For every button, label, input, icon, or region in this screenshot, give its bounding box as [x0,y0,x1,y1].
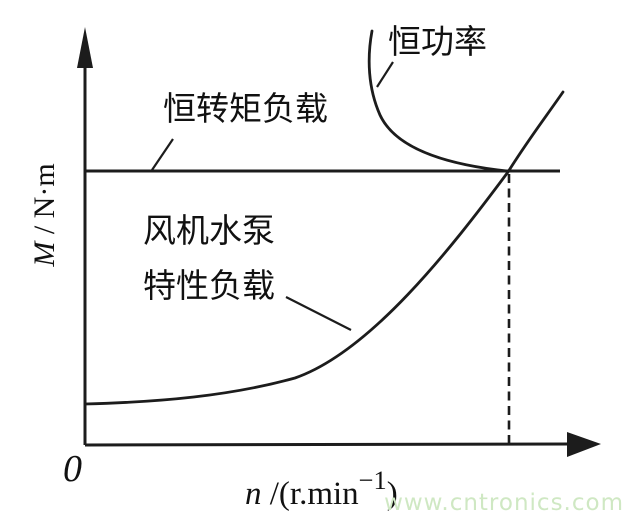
fan-pump-label-line1: 风机水泵 [143,214,275,250]
y-axis-variable: M [28,241,61,267]
constant-torque-leader-line [151,138,174,171]
y-axis-label: M / N·m [28,163,61,267]
x-axis-label: n /(r.min−1) [245,467,398,512]
constant-power-label: 恒功率 [388,25,487,61]
fan-pump-label-line2: 特性负载 [143,269,275,305]
constant-power-leader-line [376,61,394,88]
x-axis-unit-prefix: /(r.min [261,476,359,512]
x-axis-line [84,442,573,447]
y-axis-arrow-icon [77,27,93,68]
fan-pump-leader-line [285,296,352,331]
constant-power-curve [367,29,509,173]
watermark: www.cntronics.com [384,490,624,516]
origin-label: 0 [63,448,82,490]
x-axis-arrow-icon [567,432,601,457]
constant-torque-label: 恒转矩负载 [163,92,328,128]
x-axis-variable: n [245,476,262,512]
x-axis-superscript: −1 [358,465,387,496]
fan-pump-curve [83,90,565,406]
x-axis-unit-suffix: ) [386,476,398,512]
y-axis-unit: / N·m [28,163,61,242]
